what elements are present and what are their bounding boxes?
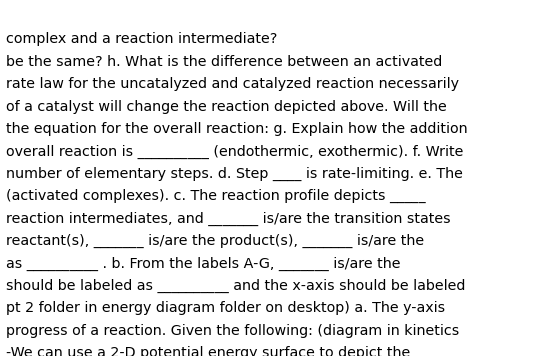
Text: overall reaction is __________ (endothermic, exothermic). f. Write: overall reaction is __________ (endother…: [6, 145, 463, 158]
Text: reactant(s), _______ is/are the product(s), _______ is/are the: reactant(s), _______ is/are the product(…: [6, 234, 424, 248]
Text: pt 2 folder in energy diagram folder on desktop) a. The y-axis: pt 2 folder in energy diagram folder on …: [6, 301, 445, 315]
Text: rate law for the uncatalyzed and catalyzed reaction necessarily: rate law for the uncatalyzed and catalyz…: [6, 77, 459, 91]
Text: as __________ . b. From the labels A-G, _______ is/are the: as __________ . b. From the labels A-G, …: [6, 256, 401, 271]
Text: should be labeled as __________ and the x-axis should be labeled: should be labeled as __________ and the …: [6, 279, 465, 293]
Text: of a catalyst will change the reaction depicted above. Will the: of a catalyst will change the reaction d…: [6, 100, 447, 114]
Text: number of elementary steps. d. Step ____ is rate-limiting. e. The: number of elementary steps. d. Step ____…: [6, 167, 463, 181]
Text: (activated complexes). c. The reaction profile depicts _____: (activated complexes). c. The reaction p…: [6, 189, 426, 203]
Text: the equation for the overall reaction: g. Explain how the addition: the equation for the overall reaction: g…: [6, 122, 468, 136]
Text: progress of a reaction. Given the following: (diagram in kinetics: progress of a reaction. Given the follow…: [6, 324, 459, 337]
Text: complex and a reaction intermediate?: complex and a reaction intermediate?: [6, 32, 277, 46]
Text: -We can use a 2-D potential energy surface to depict the: -We can use a 2-D potential energy surfa…: [6, 346, 410, 356]
Text: be the same? h. What is the difference between an activated: be the same? h. What is the difference b…: [6, 55, 442, 69]
Text: reaction intermediates, and _______ is/are the transition states: reaction intermediates, and _______ is/a…: [6, 211, 451, 226]
